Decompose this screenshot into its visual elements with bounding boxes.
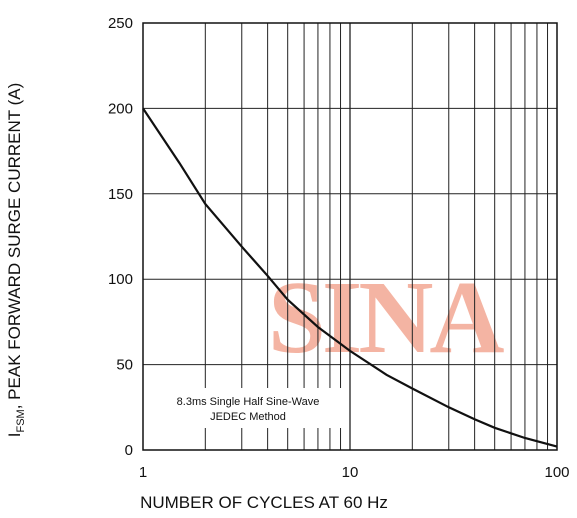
y-axis-title: IFSM, PEAK FORWARD SURGE CURRENT (A) [5,83,27,437]
x-tick-label: 10 [342,464,359,481]
annotation-line-1: 8.3ms Single Half Sine-Wave [177,396,320,408]
x-axis-title: NUMBER OF CYCLES AT 60 Hz [140,493,388,512]
y-tick-label: 150 [108,186,133,203]
annotation-line-2: JEDEC Method [210,411,286,423]
x-tick-label: 1 [139,464,147,481]
y-tick-label: 200 [108,100,133,117]
series-line [142,107,558,448]
y-tick-label: 50 [116,357,133,374]
y-tick-label: 0 [125,442,133,459]
y-tick-label: 100 [108,271,133,288]
y-tick-label: 250 [108,15,133,32]
watermark-layer: SINA [268,260,508,375]
x-tick-label: 100 [544,464,569,481]
tick-labels: 0 50 100 150 200 250 1 10 100 [108,15,570,481]
plot-frame [142,22,558,451]
y-axis-title-subscript: FSM [15,409,27,432]
y-axis-title-rest: , PEAK FORWARD SURGE CURRENT (A) [5,83,24,410]
annotation-background [150,388,346,428]
watermark-text: SINA [268,260,504,375]
annotation-box: 8.3ms Single Half Sine-Wave JEDEC Method [150,388,346,428]
grid [143,22,557,451]
y-axis-title-main: I [5,433,24,438]
